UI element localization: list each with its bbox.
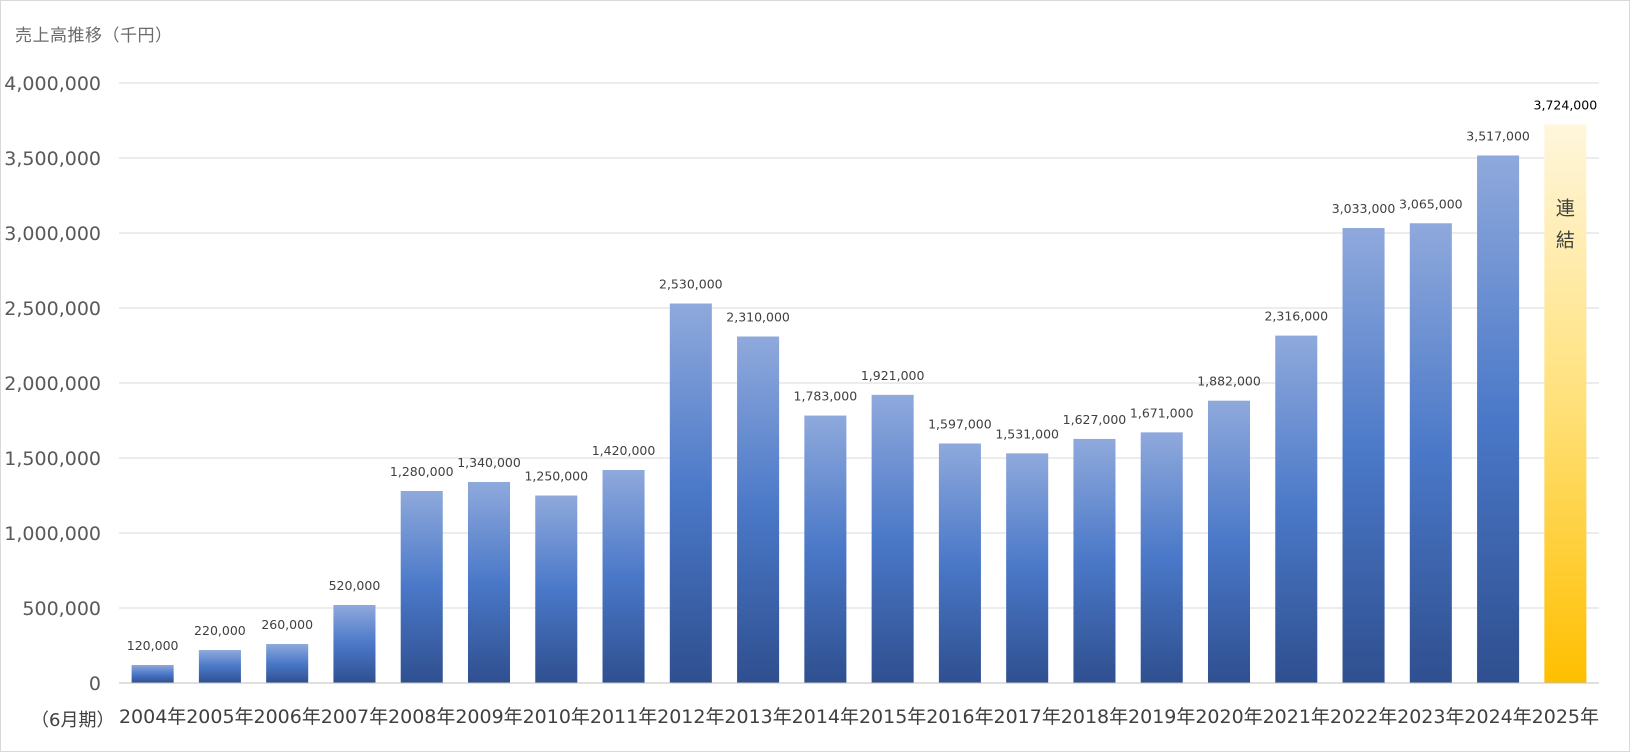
bar [333,605,376,683]
x-tick-label: 2022年 [1330,706,1397,728]
data-label: 1,280,000 [390,464,454,479]
data-label: 1,627,000 [1063,412,1127,427]
data-label: 3,724,000 [1534,97,1598,112]
x-tick-label: 2004年 [119,706,186,728]
x-tick-label: 2013年 [724,706,791,728]
bar [938,443,981,683]
x-tick-label: 2011年 [590,706,657,728]
x-tick-label: 2005年 [186,706,253,728]
bar-note-char: 連 [1556,197,1575,219]
data-label: 3,517,000 [1466,128,1530,143]
x-tick-label: 2010年 [523,706,590,728]
bar [1207,400,1251,683]
bar [1409,223,1452,683]
chart-title: 売上高推移（千円） [15,26,173,46]
data-label: 1,420,000 [592,443,656,458]
period-label: （6月期） [31,710,115,731]
x-tick-label: 2018年 [1061,706,1128,728]
bar [1006,453,1049,683]
data-label: 220,000 [194,623,246,638]
data-label: 1,882,000 [1197,374,1261,389]
x-tick-label: 2025年 [1532,706,1599,728]
y-tick-label: 3,500,000 [4,148,101,170]
data-label: 3,033,000 [1332,201,1396,216]
x-tick-label: 2019年 [1128,706,1195,728]
data-label: 2,310,000 [726,310,790,325]
bar [1073,438,1116,683]
bar [669,303,712,683]
data-label: 520,000 [329,578,381,593]
y-tick-label: 0 [89,673,101,695]
x-tick-label: 2021年 [1263,706,1330,728]
bar [1544,124,1587,683]
x-tick-label: 2024年 [1464,706,1531,728]
x-tick-label: 2016年 [926,706,993,728]
bar-note-char: 結 [1556,229,1575,251]
data-label: 1,783,000 [794,389,858,404]
bar [400,491,443,683]
data-label: 3,065,000 [1399,196,1463,211]
bar [1140,432,1183,683]
data-label: 2,530,000 [659,277,723,292]
y-tick-label: 4,000,000 [4,73,101,95]
bar [131,665,174,683]
data-label: 2,316,000 [1264,309,1328,324]
bar [804,415,847,683]
bar [1342,228,1385,684]
data-label: 1,531,000 [995,426,1059,441]
bar [535,495,578,683]
x-tick-label: 2023年 [1397,706,1464,728]
y-tick-label: 2,000,000 [4,373,101,395]
x-tick-label: 2020年 [1195,706,1262,728]
x-tick-label: 2012年 [657,706,724,728]
data-label: 1,921,000 [861,368,925,383]
x-tick-label: 2014年 [792,706,859,728]
data-label: 120,000 [127,638,179,653]
data-label: 1,671,000 [1130,405,1194,420]
data-label: 1,250,000 [524,469,588,484]
data-label: 1,597,000 [928,416,992,431]
bar [1275,335,1318,683]
y-tick-label: 3,000,000 [4,223,101,245]
data-label: 260,000 [261,617,313,632]
y-tick-label: 2,500,000 [4,298,101,320]
y-tick-label: 1,500,000 [4,448,101,470]
x-tick-label: 2006年 [254,706,321,728]
data-label: 1,340,000 [457,455,521,470]
bar [198,650,241,683]
y-tick-label: 500,000 [22,598,101,620]
x-tick-label: 2017年 [994,706,1061,728]
x-tick-label: 2015年 [859,706,926,728]
bar [871,394,914,683]
bar [266,644,309,683]
bar [737,336,780,683]
bar [1477,155,1520,683]
y-tick-label: 1,000,000 [4,523,101,545]
bar [602,470,645,683]
bar [467,482,511,683]
x-tick-label: 2007年 [321,706,388,728]
x-tick-label: 2009年 [455,706,522,728]
x-tick-label: 2008年 [388,706,455,728]
